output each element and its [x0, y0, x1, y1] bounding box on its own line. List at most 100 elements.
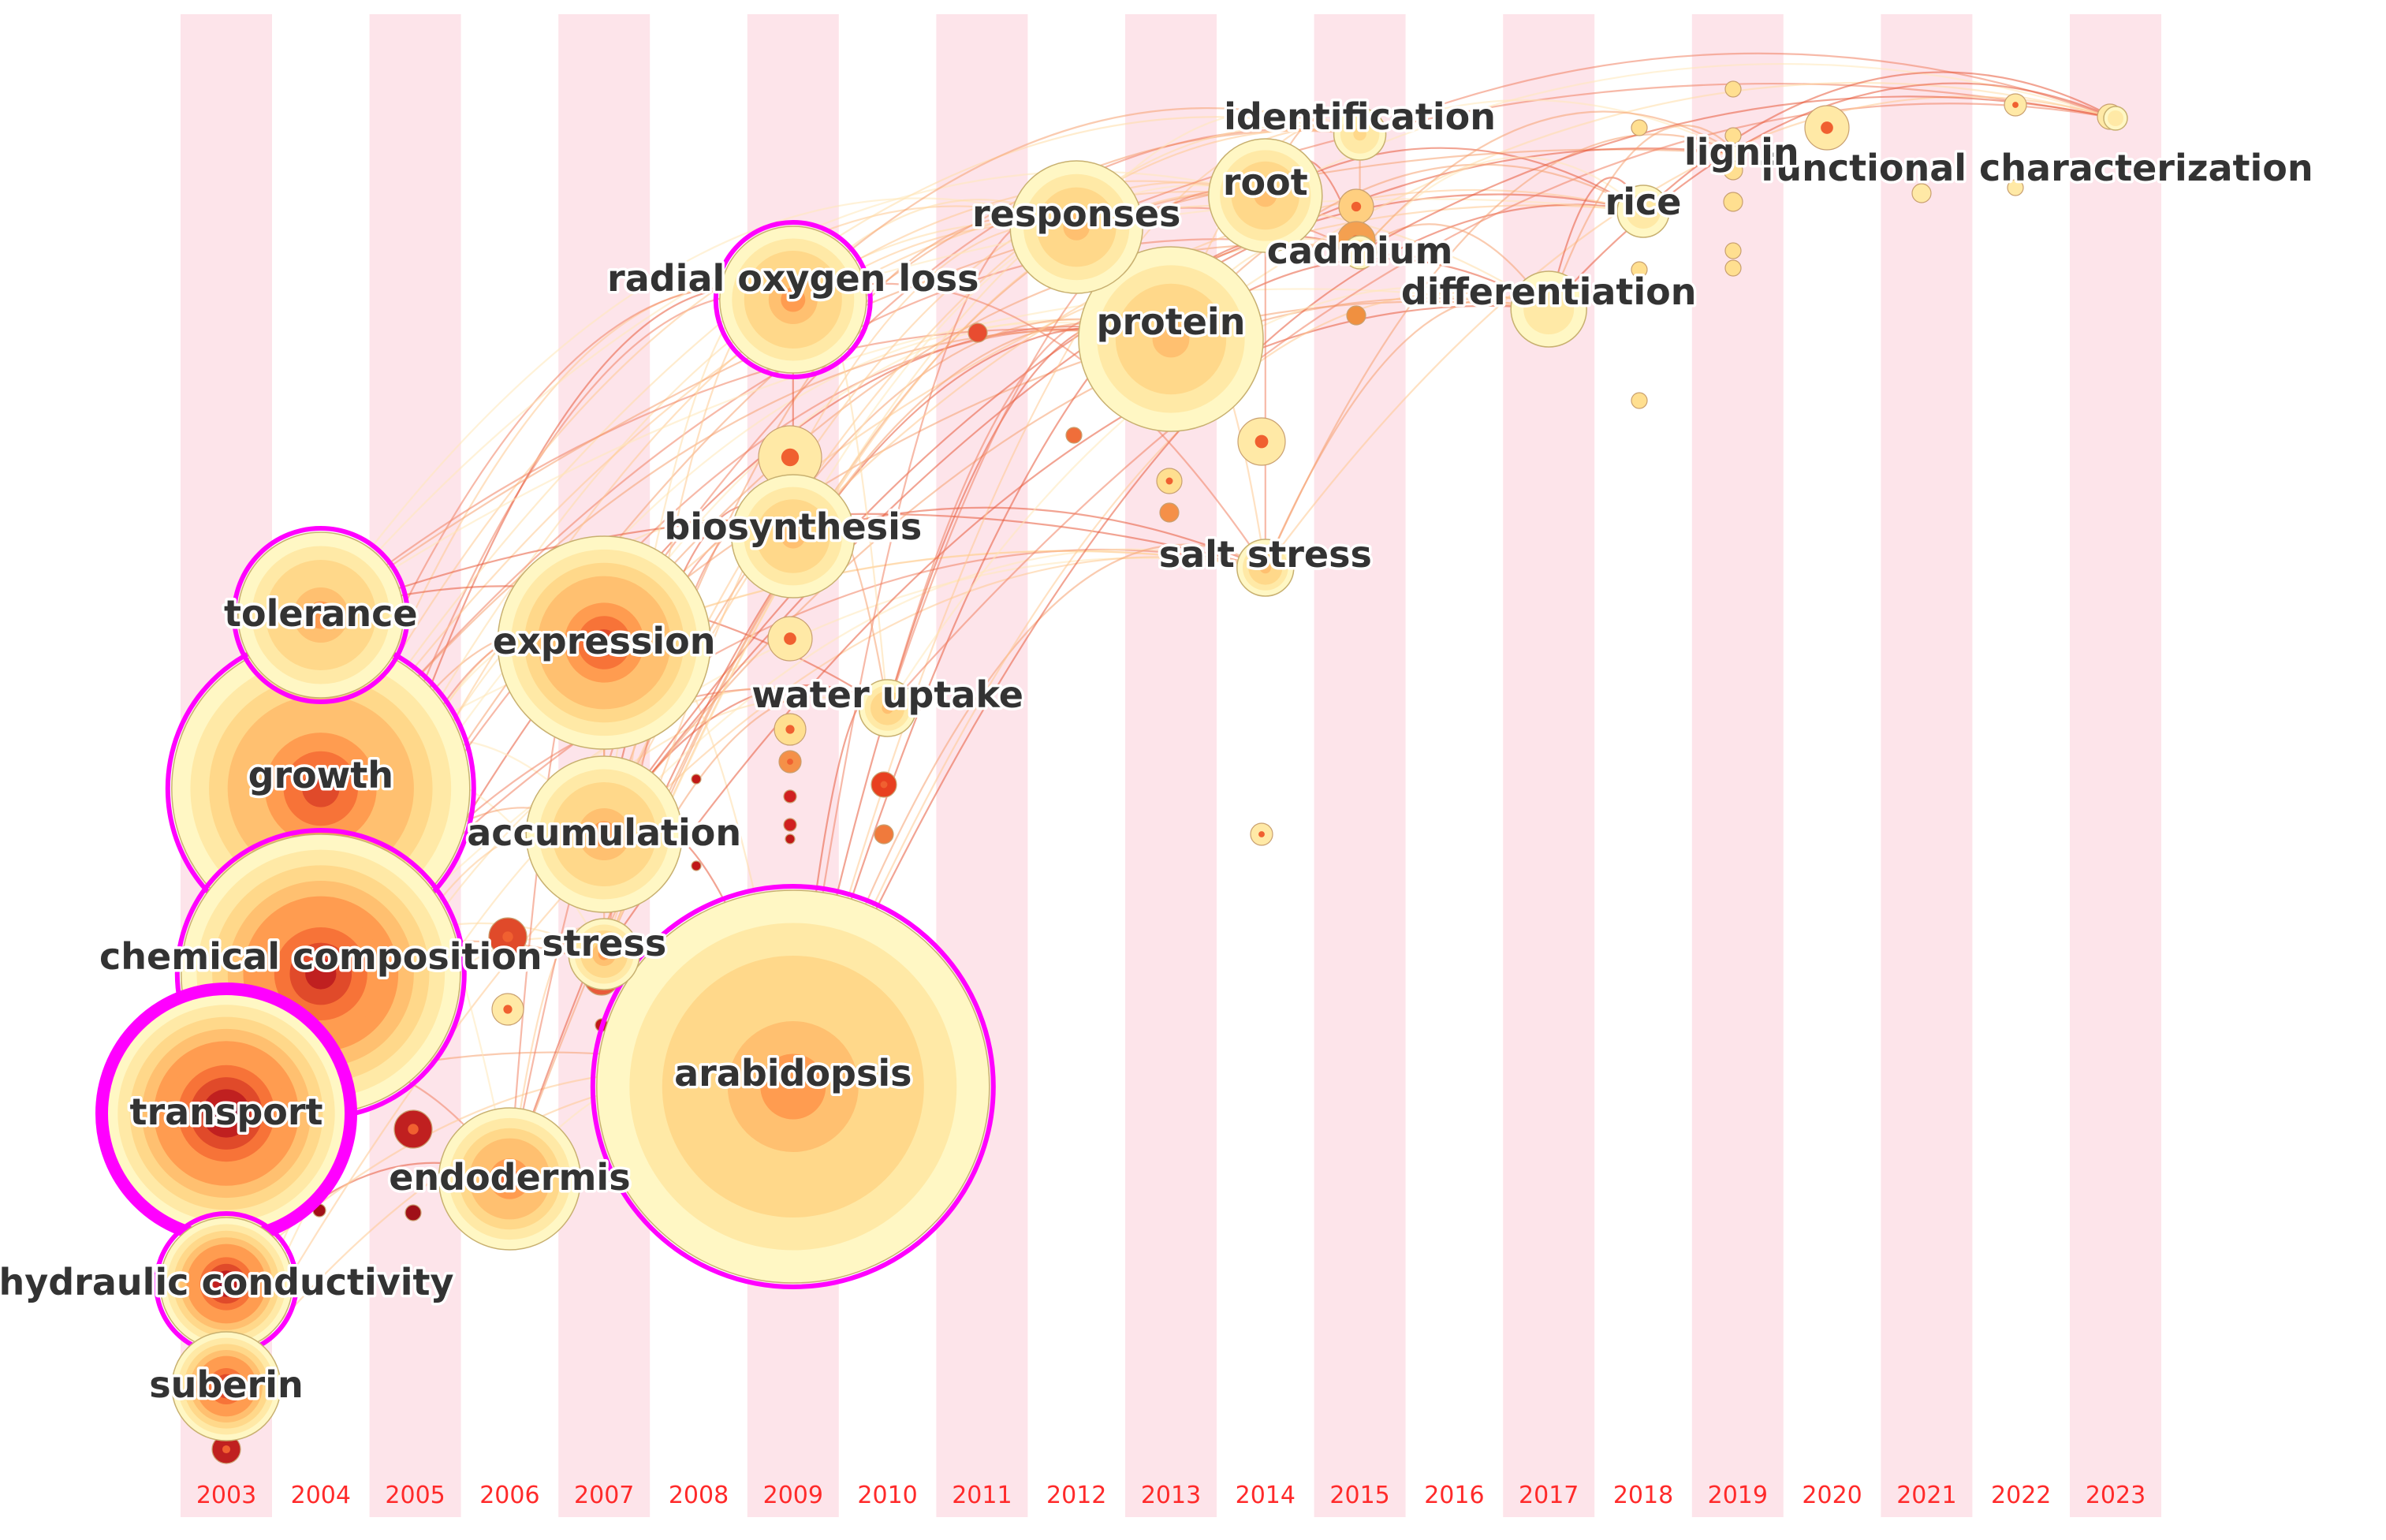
minor-keyword-node: [785, 833, 796, 845]
keyword-node-protein[interactable]: [1078, 246, 1264, 432]
keyword-node-root[interactable]: [1208, 138, 1323, 253]
keyword-label-biosynthesis: biosynthesis: [664, 505, 922, 548]
keyword-node-cadmium[interactable]: [1342, 235, 1378, 270]
keyword-label-responses: responses: [972, 192, 1181, 235]
node-ring: [882, 702, 893, 714]
keyword-node-accumulation[interactable]: [525, 755, 683, 913]
cooccurrence-link: [226, 556, 1266, 1387]
cooccurrence-link: [1265, 147, 1644, 212]
keyword-nodes: [95, 106, 2128, 1441]
node-ring: [1355, 248, 1364, 257]
year-label-2012: 2012: [1046, 1482, 1106, 1509]
node-ring: [760, 1053, 826, 1120]
keyword-node-water-uptake[interactable]: [858, 679, 917, 737]
year-label-2003: 2003: [196, 1482, 256, 1509]
node-ring: [214, 1101, 239, 1126]
cooccurrence-link: [1359, 99, 1739, 155]
year-label-2022: 2022: [1991, 1482, 2051, 1509]
keyword-label-protein: protein: [1097, 300, 1246, 343]
keyword-node-rice[interactable]: [1616, 185, 1670, 238]
cooccurrence-link: [792, 106, 1360, 300]
cooccurrence-link: [603, 223, 1077, 955]
centrality-ring: [231, 526, 410, 704]
year-label-2023: 2023: [2086, 1482, 2146, 1509]
keyword-node-transport[interactable]: [95, 983, 357, 1244]
minor-keyword-node: [1723, 192, 1743, 212]
cooccurrence-link: [1359, 223, 1550, 310]
year-label-2020: 2020: [1802, 1482, 1862, 1509]
node-ring: [499, 1169, 520, 1189]
keyword-label-tolerance: tolerance: [224, 592, 418, 635]
year-stripe-2017: [1503, 14, 1595, 1517]
node-ring: [1735, 151, 1741, 157]
minor-keyword-node: [1724, 242, 1742, 259]
keyword-node-differentiation[interactable]: [1510, 270, 1587, 348]
minor-keyword-core: [784, 632, 796, 645]
year-label-2014: 2014: [1236, 1482, 1296, 1509]
keyword-node-identification[interactable]: [1333, 107, 1387, 161]
cooccurrence-link: [1642, 71, 2116, 212]
keyword-label-water-uptake: water uptake: [751, 673, 1023, 716]
year-label-2011: 2011: [952, 1482, 1012, 1509]
keyword-node-lignin[interactable]: [1729, 145, 1747, 162]
minor-keyword-node: [783, 818, 797, 832]
year-label-2010: 2010: [857, 1482, 917, 1509]
minor-keyword-node: [1631, 119, 1648, 136]
keyword-label-hydraulic-conductivity: hydraulic conductivity: [0, 1261, 454, 1303]
year-stripes: [181, 14, 2161, 1517]
cooccurrence-link: [319, 205, 1077, 789]
node-ring: [220, 1380, 233, 1393]
node-ring: [1063, 214, 1090, 241]
cooccurrence-link: [1264, 133, 1739, 569]
node-ring: [2112, 114, 2119, 122]
keyword-node-salt-stress[interactable]: [1236, 539, 1295, 597]
node-ring: [1536, 296, 1562, 322]
keyword-label-cadmium: cadmium: [1267, 229, 1453, 272]
keyword-label-root: root: [1223, 161, 1308, 203]
year-stripe-2023: [2070, 14, 2161, 1517]
keyword-node-radial-oxygen-loss[interactable]: [713, 220, 873, 379]
minor-keyword-core: [502, 931, 513, 942]
node-ring: [1635, 203, 1652, 220]
minor-keyword-core: [1351, 201, 1362, 212]
minor-keyword-node: [405, 1204, 422, 1221]
cooccurrence-link: [792, 506, 1266, 569]
keyword-label-differentiation: differentiation: [1401, 270, 1697, 313]
node-ring: [302, 770, 340, 807]
centrality-ring: [713, 220, 873, 379]
minor-keyword-core: [785, 725, 795, 734]
minor-keyword-node: [1159, 502, 1180, 523]
cooccurrence-link: [1264, 95, 2116, 569]
minor-keyword-core: [787, 759, 793, 765]
year-label-2005: 2005: [385, 1482, 445, 1509]
keyword-node-biosynthesis[interactable]: [731, 474, 856, 598]
keyword-node-arabidopsis[interactable]: [590, 884, 996, 1289]
minor-keyword-node: [691, 774, 702, 785]
keyword-node-functional-characterization[interactable]: [2103, 106, 2128, 131]
cooccurrence-link: [603, 125, 1360, 955]
keyword-node-tolerance[interactable]: [231, 526, 410, 704]
cooccurrence-link: [1170, 81, 2116, 340]
keyword-node-suberin[interactable]: [171, 1331, 281, 1441]
keyword-node-hydraulic-conductivity[interactable]: [154, 1211, 299, 1356]
year-label-2006: 2006: [479, 1482, 539, 1509]
node-ring: [591, 821, 617, 848]
keyword-node-responses[interactable]: [1009, 160, 1143, 294]
cooccurrence-link: [603, 128, 1360, 643]
minor-keyword-node: [1911, 183, 1932, 203]
minor-keyword-node: [783, 789, 797, 804]
keyword-node-expression[interactable]: [497, 535, 711, 750]
year-label-2007: 2007: [574, 1482, 634, 1509]
minor-keyword-node: [1724, 80, 1742, 98]
keyword-label-suberin: suberin: [149, 1363, 303, 1406]
cooccurrence-link: [1359, 110, 1739, 253]
minor-keyword-node: [691, 860, 702, 871]
keyword-node-endodermis[interactable]: [438, 1107, 582, 1251]
keyword-label-expression: expression: [493, 620, 716, 662]
minor-keyword-node: [874, 824, 894, 845]
keyword-node-stress[interactable]: [568, 918, 640, 990]
keyword-label-functional-characterization: functional characterization: [1760, 147, 2313, 189]
minor-keyword-node: [1346, 305, 1366, 326]
cooccurrence-link: [1548, 125, 1739, 310]
minor-keyword-core: [222, 1445, 231, 1454]
